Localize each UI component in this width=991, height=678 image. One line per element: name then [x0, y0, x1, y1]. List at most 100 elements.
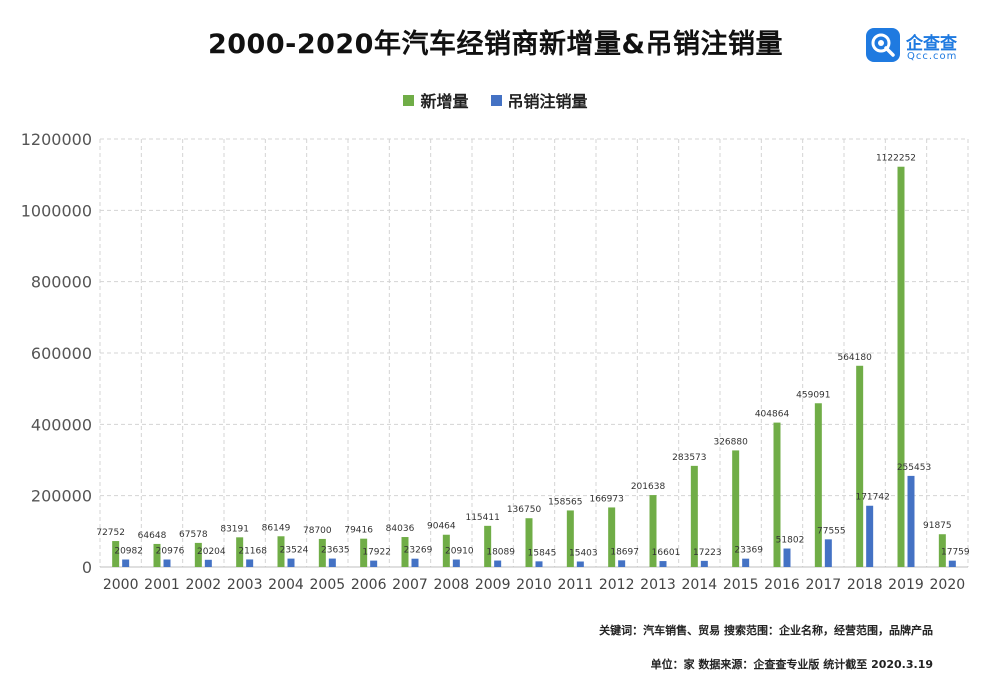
y-tick-label: 600000: [31, 344, 92, 363]
x-tick-label: 2005: [310, 577, 346, 593]
bar-new: [649, 495, 657, 567]
bar-new: [732, 450, 740, 567]
x-tick-label: 2015: [723, 577, 759, 593]
data-label-new: 90464: [427, 522, 456, 532]
legend: 新增量 吊销注销量: [0, 88, 991, 112]
x-tick-label: 2008: [434, 577, 470, 593]
bar-revoked: [866, 505, 874, 567]
x-tick-label: 2020: [930, 577, 966, 593]
bar-revoked: [700, 560, 708, 567]
bar-revoked: [122, 559, 130, 567]
x-tick-label: 2002: [186, 577, 222, 593]
bar-revoked: [824, 539, 832, 567]
data-label-revoked: 17922: [362, 548, 391, 558]
bar-revoked: [948, 560, 956, 567]
bar-new: [938, 534, 946, 567]
x-tick-label: 2010: [516, 577, 552, 593]
data-label-new: 564180: [837, 353, 872, 363]
data-label-new: 83191: [220, 524, 249, 534]
bar-new: [525, 518, 533, 567]
bar-revoked: [907, 475, 915, 567]
data-label-revoked: 20976: [156, 547, 185, 557]
data-label-revoked: 23635: [321, 546, 350, 556]
bar-new: [318, 538, 326, 567]
legend-swatch-revoked: [490, 94, 502, 106]
bar-revoked: [287, 558, 295, 567]
chart-title: 2000-2020年汽车经销商新增量&吊销注销量: [207, 29, 784, 60]
bar-new: [608, 507, 616, 567]
data-label-new: 79416: [344, 526, 373, 536]
bar-revoked: [494, 560, 502, 567]
data-label-revoked: 171742: [855, 493, 889, 503]
x-tick-label: 2016: [764, 577, 800, 593]
data-label-revoked: 15845: [528, 548, 557, 558]
x-tick-label: 2004: [268, 577, 304, 593]
data-label-revoked: 21168: [238, 546, 267, 556]
x-tick-label: 2013: [640, 577, 676, 593]
data-label-revoked: 20204: [197, 547, 226, 557]
logo-domain: Qcc.com: [907, 51, 958, 62]
data-label-revoked: 15403: [569, 549, 598, 559]
data-label-revoked: 23524: [280, 546, 309, 556]
bar-revoked: [328, 558, 336, 567]
bar-new: [442, 534, 450, 567]
x-tick-label: 2009: [475, 577, 511, 593]
bar-revoked: [742, 558, 750, 567]
footer-keywords: 关键词：汽车销售、贸易 搜索范围：企业名称，经营范围，品牌产品: [599, 624, 933, 637]
data-label-revoked: 17759: [941, 548, 970, 558]
bar-new: [194, 542, 202, 567]
x-tick-label: 2018: [847, 577, 883, 593]
bar-revoked: [535, 561, 543, 567]
x-tick-label: 2003: [227, 577, 263, 593]
bar-new: [484, 525, 492, 567]
bar-revoked: [204, 559, 212, 567]
legend-item-new: 新增量: [403, 88, 469, 112]
data-label-new: 84036: [386, 524, 415, 534]
data-label-revoked: 20910: [445, 547, 474, 557]
x-tick-label: 2019: [888, 577, 924, 593]
data-label-new: 166973: [589, 494, 623, 504]
bar-new: [690, 465, 698, 567]
legend-label-revoked: 吊销注销量: [507, 92, 588, 111]
bar-new: [897, 166, 905, 568]
legend-item-revoked: 吊销注销量: [490, 88, 588, 112]
data-label-new: 115411: [465, 513, 499, 523]
y-tick-label: 200000: [31, 487, 92, 506]
bar-new: [566, 510, 574, 567]
bar-revoked: [618, 560, 626, 567]
data-label-new: 64648: [138, 531, 167, 541]
data-label-new: 72752: [96, 528, 125, 538]
y-tick-label: 400000: [31, 415, 92, 434]
bar-revoked: [246, 559, 254, 567]
x-tick-label: 2012: [599, 577, 635, 593]
bar-new: [814, 403, 822, 567]
data-label-new: 459091: [796, 390, 830, 400]
x-tick-label: 2000: [103, 577, 139, 593]
data-label-revoked: 23269: [404, 546, 433, 556]
x-tick-label: 2006: [351, 577, 387, 593]
legend-label-new: 新增量: [420, 92, 469, 111]
y-tick-label: 800000: [31, 273, 92, 292]
data-label-new: 326880: [713, 437, 748, 447]
data-label-new: 1122252: [876, 154, 916, 164]
data-label-new: 67578: [179, 530, 208, 540]
qcc-logo-icon: [866, 28, 900, 62]
data-label-new: 78700: [303, 526, 332, 536]
x-tick-label: 2007: [392, 577, 428, 593]
data-label-new: 91875: [923, 521, 952, 531]
data-label-new: 86149: [262, 523, 291, 533]
bar-new: [112, 541, 120, 567]
bar-new: [236, 537, 244, 567]
x-tick-label: 2001: [144, 577, 180, 593]
data-label-new: 136750: [507, 505, 542, 515]
bar-new: [773, 422, 781, 567]
x-tick-label: 2011: [558, 577, 594, 593]
x-tick-label: 2017: [806, 577, 842, 593]
data-label-revoked: 77555: [817, 526, 846, 536]
bar-new: [856, 365, 864, 567]
bar-revoked: [411, 558, 419, 567]
logo-name: 企查查: [906, 34, 957, 54]
footer-source: 单位：家 数据来源：企查查专业版 统计截至 2020.3.19: [650, 658, 933, 671]
data-label-new: 404864: [755, 410, 790, 420]
